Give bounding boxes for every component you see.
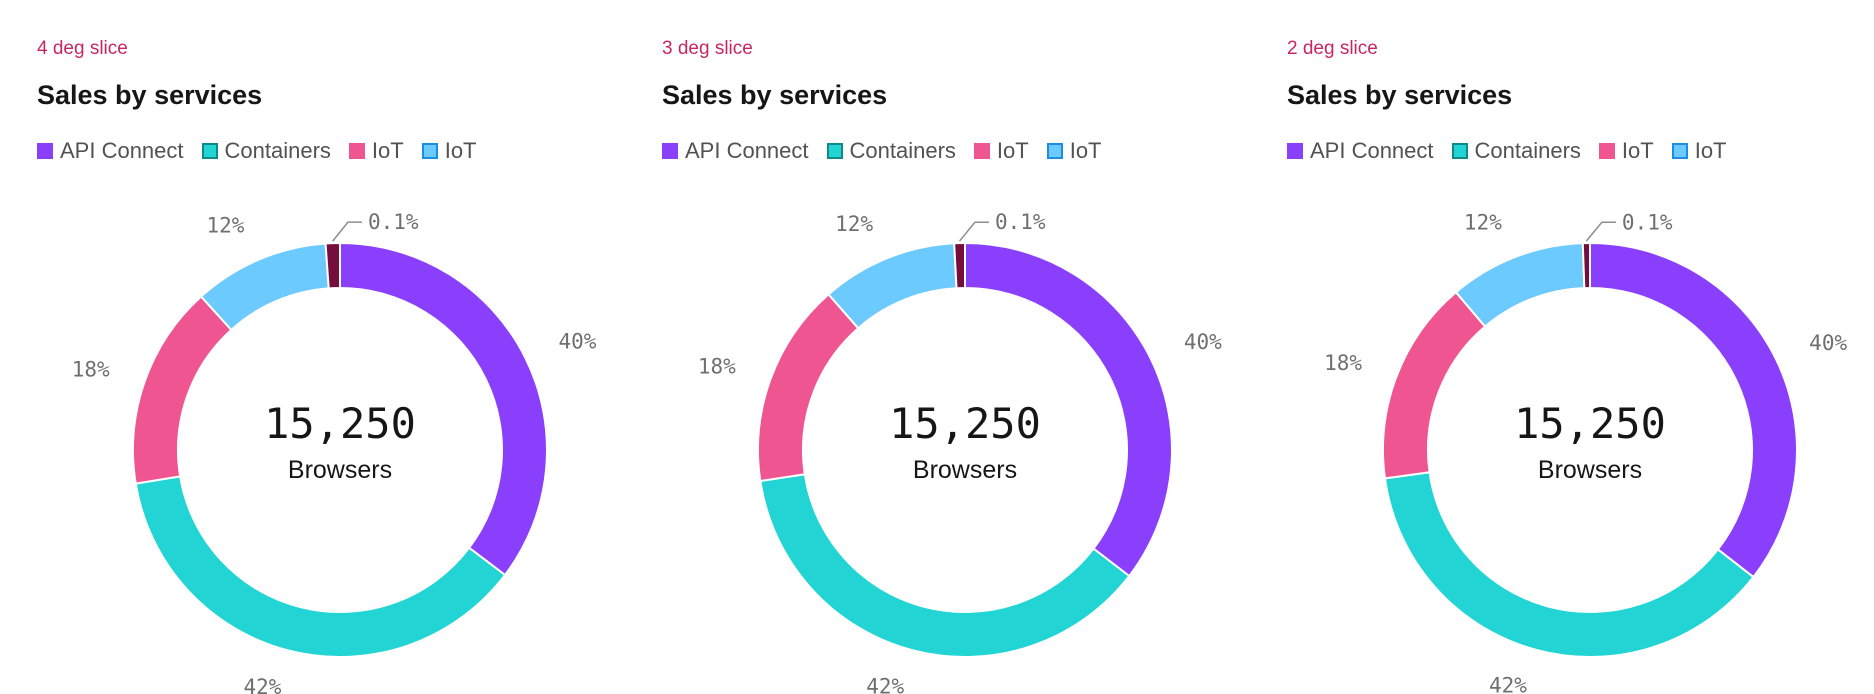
legend-label: IoT [371,138,404,163]
chart-title: Sales by services [662,80,888,110]
legend-label: API Connect [1310,138,1434,163]
legend-swatch [37,143,53,159]
slice-label: 40% [1809,331,1847,355]
donut-slice[interactable] [757,292,860,483]
chart-legend: API Connect Containers IoT IoT [1287,138,1745,164]
legend-swatch [1671,143,1688,159]
legend-item[interactable]: Containers [826,138,956,164]
legend-label: API Connect [685,138,809,163]
legend-swatch [201,143,218,159]
legend-label: API Connect [60,138,184,163]
legend-swatch [662,143,678,159]
legend-label: IoT [1694,138,1727,163]
legend-swatch [973,143,990,159]
chart-title: Sales by services [1287,80,1513,110]
center-value: 15,250 [1514,399,1666,448]
legend-item[interactable]: API Connect [37,138,184,164]
legend-label: Containers [224,138,331,163]
center-value: 15,250 [264,399,416,448]
donut-chart: 40% 42% 18% 12% 0.1% 15,250 Browsers [698,210,1222,694]
chart-panel: 4 deg slice Sales by services API Connect C… [37,0,637,694]
slice-label: 0.1% [1622,210,1673,234]
legend-swatch [1287,143,1303,159]
legend-item[interactable]: IoT [421,138,477,164]
slice-label: 0.1% [995,210,1046,234]
leader-line [958,221,989,242]
legend-swatch [421,143,438,159]
slice-label: 0.1% [368,210,419,234]
slice-label: 12% [835,212,873,236]
legend-label: Containers [1474,138,1581,163]
legend-item[interactable]: API Connect [1287,138,1434,164]
donut-slice[interactable] [199,242,330,332]
donut-slice[interactable] [964,241,1173,578]
leader-line [1585,221,1616,242]
legend-item[interactable]: IoT [1598,138,1654,164]
donut-chart: 40% 42% 18% 12% 0.1% 15,250 Browsers [1324,210,1847,694]
slice-label: 42% [1489,674,1527,694]
chart-subtitle: 4 deg slice [37,38,128,59]
slice-label: 18% [698,354,736,378]
donut-slice[interactable] [339,241,548,577]
chart-legend: API Connect Containers IoT IoT [37,138,495,164]
slice-label: 42% [243,675,281,694]
legend-swatch [1046,143,1063,159]
chart-legend: API Connect Containers IoT IoT [662,138,1120,164]
legend-item[interactable]: IoT [1046,138,1102,164]
donut-slice[interactable] [1383,471,1755,658]
legend-item[interactable]: API Connect [662,138,809,164]
legend-item[interactable]: Containers [1451,138,1581,164]
donut-slice[interactable] [134,475,507,658]
chart-subtitle: 3 deg slice [662,38,753,59]
slice-label: 12% [206,214,244,238]
legend-item[interactable]: IoT [973,138,1029,164]
slice-label: 40% [1184,330,1222,354]
donut-slice[interactable] [1454,242,1586,328]
legend-swatch [826,143,843,159]
legend-item[interactable]: IoT [348,138,404,164]
slice-label: 12% [1464,210,1502,234]
legend-label: Containers [849,138,956,163]
chart-title: Sales by services [37,80,263,110]
donut-slice[interactable] [132,295,233,485]
legend-label: IoT [444,138,477,163]
donut-slice[interactable] [1581,241,1591,290]
chart-panel: 2 deg slice Sales by services API Connect C… [1287,0,1874,694]
slice-label: 42% [866,674,904,694]
legend-item[interactable]: Containers [201,138,331,164]
donut-slice[interactable] [1382,290,1487,480]
chart-subtitle: 2 deg slice [1287,38,1378,59]
donut-slice[interactable] [953,241,966,290]
legend-item[interactable]: IoT [1671,138,1727,164]
legend-swatch [1451,143,1468,159]
slice-label: 40% [558,329,596,353]
slice-label: 18% [72,358,110,382]
legend-swatch [348,143,365,159]
center-label: Browsers [288,456,392,484]
legend-label: IoT [1069,138,1102,163]
center-value: 15,250 [889,399,1041,448]
center-label: Browsers [1538,456,1642,484]
chart-panel: 3 deg slice Sales by services API Connect C… [662,0,1262,694]
donut-slice[interactable] [324,241,341,290]
donut-chart: 40% 42% 18% 12% 0.1% 15,250 Browsers [72,210,597,694]
legend-label: IoT [1621,138,1654,163]
donut-slice[interactable] [827,242,958,330]
leader-line [332,221,362,242]
legend-label: IoT [996,138,1029,163]
legend-swatch [1598,143,1615,159]
donut-slice[interactable] [759,473,1131,658]
center-label: Browsers [913,456,1017,484]
slice-label: 18% [1324,351,1362,375]
